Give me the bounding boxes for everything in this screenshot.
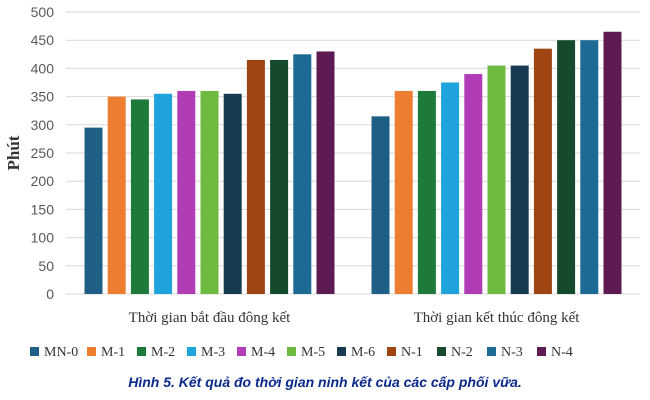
legend-label: N-2 <box>451 345 473 360</box>
bar-m-6 <box>223 93 242 294</box>
legend-swatch <box>87 347 96 356</box>
legend-label: M-2 <box>151 345 175 360</box>
legend-swatch <box>437 347 446 356</box>
y-tick-label: 250 <box>31 145 55 161</box>
y-tick-label: 150 <box>31 201 55 217</box>
y-tick-label: 500 <box>31 4 55 20</box>
legend-label: N-3 <box>501 345 523 360</box>
bar-n-1 <box>533 48 552 294</box>
y-tick-label: 200 <box>31 173 55 189</box>
y-tick-label: 300 <box>31 117 55 133</box>
legend-label: N-1 <box>401 345 423 360</box>
bar-m-3 <box>154 93 173 294</box>
bar-m-4 <box>177 90 196 295</box>
bar-m-1 <box>107 96 126 294</box>
bar-m-1 <box>394 90 413 295</box>
bar-m-3 <box>441 82 460 294</box>
x-category-label: Thời gian bắt đầu đông kết <box>129 310 291 326</box>
legend-swatch <box>337 347 346 356</box>
bar-n-1 <box>246 59 265 294</box>
legend-swatch <box>537 347 546 356</box>
y-tick-label: 50 <box>38 258 54 274</box>
bar-n-4 <box>316 51 335 295</box>
bar-mn-0 <box>84 127 103 295</box>
bar-n-3 <box>580 40 599 295</box>
legend-label: M-6 <box>351 345 375 360</box>
bar-m-2 <box>417 90 436 295</box>
bar-n-2 <box>557 40 576 295</box>
y-tick-label: 350 <box>31 89 55 105</box>
legend-swatch <box>187 347 196 356</box>
y-tick-label: 400 <box>31 60 55 76</box>
legend-label: M-1 <box>101 345 125 360</box>
bar-m-5 <box>487 65 506 294</box>
legend-label: M-5 <box>301 345 325 360</box>
bar-mn-0 <box>371 116 390 294</box>
legend-swatch <box>487 347 496 356</box>
legend-swatch <box>237 347 246 356</box>
y-tick-label: 0 <box>46 286 54 302</box>
legend-swatch <box>137 347 146 356</box>
x-category-label: Thời gian kết thúc đông kết <box>414 310 581 326</box>
legend-label: N-4 <box>551 345 573 360</box>
legend-swatch <box>287 347 296 356</box>
bar-m-5 <box>200 90 219 295</box>
y-axis-label: Phút <box>4 135 23 170</box>
legend-label: MN-0 <box>44 345 78 360</box>
bar-m-4 <box>464 74 483 294</box>
bar-m-2 <box>130 99 149 294</box>
figure-caption: Hình 5. Kết quả đo thời gian ninh kết củ… <box>128 374 522 390</box>
y-tick-label: 450 <box>31 32 55 48</box>
legend-swatch <box>387 347 396 356</box>
legend-swatch <box>30 347 39 356</box>
legend-label: M-4 <box>251 345 275 360</box>
bar-chart: 0 50 100 150 200 250 300 350 400 450 500 Phút Thời g… <box>4 4 640 360</box>
bar-m-6 <box>510 65 529 294</box>
bar-n-2 <box>270 59 289 294</box>
y-tick-label: 100 <box>31 230 55 246</box>
legend-label: M-3 <box>201 345 225 360</box>
bar-n-4 <box>603 31 622 295</box>
bar-n-3 <box>293 54 312 294</box>
